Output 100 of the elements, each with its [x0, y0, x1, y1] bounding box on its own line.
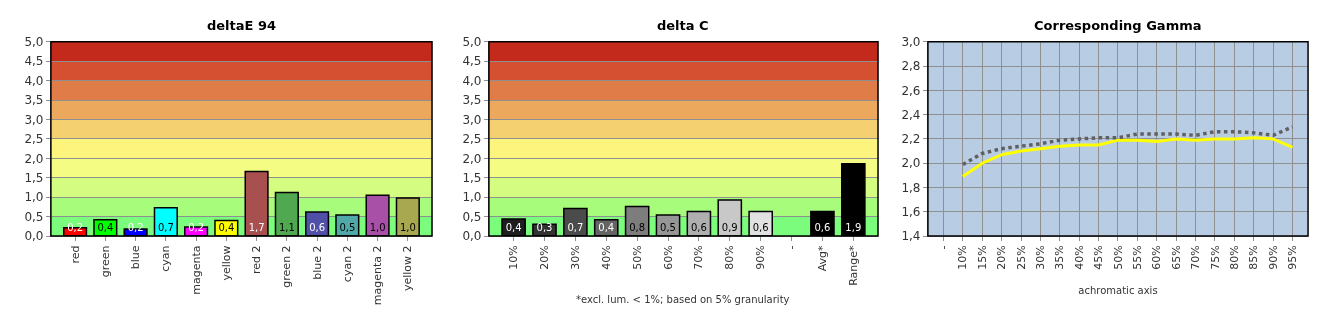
- y-tick-label: 1,5: [24, 170, 44, 185]
- x-tick-label: 10%: [956, 245, 970, 270]
- x-tick-label: magenta 2: [371, 245, 385, 306]
- x-tick-label: yellow: [219, 245, 233, 281]
- data-label: 0,6: [690, 222, 707, 234]
- y-tick-label: 2,2: [901, 132, 921, 147]
- x-tick-label: 30%: [1033, 245, 1047, 270]
- data-label: 1,0: [369, 222, 386, 234]
- x-tick-label: 65%: [1169, 245, 1183, 270]
- y-tick-label: 2,5: [24, 132, 44, 147]
- y-tick-label: 1,0: [462, 190, 482, 205]
- x-tick-label: 30%: [568, 245, 582, 270]
- y-tick-label: 0,0: [24, 229, 44, 244]
- x-tick-label: red: [68, 245, 82, 264]
- y-tick-label: 2,4: [901, 107, 921, 122]
- x-tick-label: blue 2: [310, 245, 324, 280]
- line-series: [961, 125, 1295, 167]
- y-tick-label: 2,0: [24, 151, 44, 166]
- chart-title: deltaE 94: [207, 18, 277, 33]
- y-tick-label: 0,5: [462, 209, 482, 224]
- data-label: 1,9: [845, 222, 862, 234]
- x-tick-label: Range*: [846, 244, 860, 286]
- y-tick-label: 0,5: [24, 209, 44, 224]
- data-label: 0,4: [505, 222, 522, 234]
- x-tick-label: 60%: [661, 245, 675, 270]
- y-tick-label: 2,0: [901, 156, 921, 171]
- x-tick-label: 90%: [754, 245, 768, 270]
- y-tick-label: 1,6: [901, 204, 921, 219]
- y-tick-label: 1,5: [462, 170, 482, 185]
- y-tick-label: 1,0: [24, 190, 44, 205]
- y-tick-label: 3,0: [901, 35, 921, 50]
- data-label: 0,7: [157, 222, 174, 234]
- x-tick-label: 15%: [975, 245, 989, 270]
- x-tick-label: 55%: [1130, 245, 1144, 270]
- y-tick-label: 4,0: [24, 73, 44, 88]
- y-tick-label: 3,5: [24, 93, 44, 108]
- x-tick-label: cyan 2: [340, 245, 354, 283]
- x-tick-label: green: [98, 245, 112, 278]
- x-tick-label: 45%: [1092, 245, 1106, 270]
- line-series: [961, 136, 1295, 179]
- chart-title: Corresponding Gamma: [1034, 18, 1202, 33]
- data-label: 0,4: [598, 222, 615, 234]
- x-tick-label: -: [785, 245, 799, 250]
- y-tick-label: 1,8: [901, 180, 921, 195]
- y-tick-label: 3,0: [24, 112, 44, 127]
- x-tick-label: magenta: [189, 245, 203, 295]
- x-tick-label: 60%: [1150, 245, 1164, 270]
- y-tick-label: 3,0: [462, 112, 482, 127]
- x-tick-label: 50%: [630, 245, 644, 270]
- x-tick-label: 10%: [507, 245, 521, 270]
- data-label: 0,5: [660, 222, 676, 234]
- y-tick-label: 2,5: [462, 132, 482, 147]
- data-label: 0,4: [97, 222, 114, 234]
- y-tick-label: 4,5: [24, 54, 44, 69]
- x-axis-title: achromatic axis: [1078, 285, 1158, 297]
- x-tick-label: 85%: [1247, 245, 1261, 270]
- y-tick-label: 4,0: [462, 73, 482, 88]
- x-tick-label: 20%: [995, 245, 1009, 270]
- data-label: 0,6: [309, 222, 326, 234]
- y-tick-label: 3,5: [462, 93, 482, 108]
- x-tick-label: cyan: [159, 245, 173, 272]
- data-label: 0,7: [567, 222, 584, 234]
- x-tick-label: 70%: [1189, 245, 1203, 270]
- x-tick-label: blue: [129, 245, 143, 270]
- x-tick-label: 80%: [1227, 245, 1241, 270]
- y-tick-label: 2,6: [901, 83, 921, 98]
- y-tick-label: 2,8: [901, 59, 921, 74]
- x-tick-label: 40%: [599, 245, 613, 270]
- data-label: 0,3: [536, 222, 553, 234]
- y-tick-label: 4,5: [462, 54, 482, 69]
- data-label: 1,0: [399, 222, 416, 234]
- data-label: 0,6: [814, 222, 831, 234]
- x-tick-label: green 2: [280, 245, 294, 288]
- x-tick-label: 75%: [1208, 245, 1222, 270]
- x-tick-label: 95%: [1286, 245, 1300, 270]
- y-tick-label: 2,0: [462, 151, 482, 166]
- data-label: 0,4: [218, 222, 235, 234]
- x-tick-label: 20%: [538, 245, 552, 270]
- x-tick-label: -: [937, 245, 950, 250]
- data-label: 0,5: [339, 222, 356, 234]
- data-label: 0,9: [721, 222, 738, 234]
- y-tick-label: 1,4: [901, 229, 921, 244]
- x-tick-label: 50%: [1111, 245, 1125, 270]
- data-label: 1,7: [248, 222, 265, 234]
- y-tick-label: 5,0: [24, 35, 44, 50]
- x-tick-label: 25%: [1014, 245, 1028, 270]
- x-tick-label: 40%: [1072, 245, 1086, 270]
- x-tick-label: yellow 2: [401, 245, 415, 292]
- data-label: 1,1: [278, 222, 295, 234]
- y-tick-label: 5,0: [462, 35, 482, 50]
- x-tick-label: 90%: [1266, 245, 1280, 270]
- data-label: 0,6: [752, 222, 769, 234]
- y-tick-label: 0,0: [462, 229, 482, 244]
- x-tick-label: 70%: [692, 245, 706, 270]
- data-label: 0,8: [629, 222, 646, 234]
- x-tick-label: 35%: [1053, 245, 1067, 270]
- chart-title: delta C: [657, 18, 709, 33]
- x-tick-label: red 2: [250, 245, 264, 274]
- x-tick-label: 80%: [723, 245, 737, 270]
- text: *excl. lum. < 1%; based on 5% granularity: [576, 294, 790, 305]
